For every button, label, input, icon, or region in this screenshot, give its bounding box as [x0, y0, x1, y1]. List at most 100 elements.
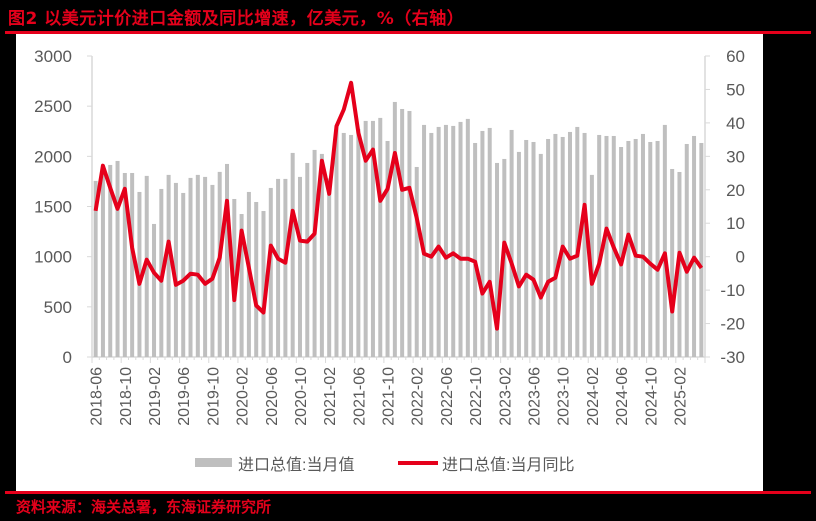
bar [166, 174, 171, 357]
bar [283, 178, 288, 357]
bar [626, 140, 631, 357]
bar [509, 129, 514, 357]
bar [188, 177, 193, 357]
x-tick-label: 2018-06 [89, 367, 106, 426]
left-tick-label: 1500 [34, 198, 72, 217]
bar [655, 140, 660, 357]
bar [93, 180, 98, 357]
bar [217, 171, 222, 357]
bar [108, 164, 113, 357]
figure-title: 图2 以美元计价进口金额及同比增速，亿美元，%（右轴） [8, 9, 465, 29]
bar [567, 131, 572, 357]
x-tick-label: 2019-10 [205, 367, 222, 426]
bar [195, 174, 200, 357]
right-tick-label: -20 [720, 315, 745, 334]
right-tick-label: 40 [726, 114, 745, 133]
bar [327, 178, 332, 357]
bar [276, 178, 281, 357]
bar [495, 162, 500, 357]
left-tick-label: 500 [44, 298, 72, 317]
chart-panel: 0 500 1000 1500 2000 2500 3000 -30 -20 -10 0 10 20 30… [16, 34, 763, 491]
bar [181, 192, 186, 357]
combo-chart: 0 500 1000 1500 2000 2500 3000 -30 -20 -10 0 10 20 30… [34, 47, 745, 474]
x-tick-label: 2020-10 [293, 367, 310, 426]
bar [524, 139, 529, 357]
bar [670, 168, 675, 357]
right-tick-label: 60 [726, 47, 745, 66]
x-tick-label: 2021-10 [381, 367, 398, 426]
bar [604, 135, 609, 357]
right-tick-label: 20 [726, 181, 745, 200]
bar [152, 223, 157, 357]
bar [210, 184, 215, 357]
bar [465, 118, 470, 357]
bar [341, 132, 346, 357]
x-tick-label: 2022-06 [439, 367, 456, 426]
bar [297, 176, 302, 357]
right-tick-label: -10 [720, 281, 745, 300]
bar [305, 162, 310, 357]
bar [400, 108, 405, 357]
x-tick-label: 2018-10 [118, 367, 135, 426]
bar [239, 214, 244, 357]
bar [487, 127, 492, 358]
x-tick-label: 2020-02 [235, 367, 252, 426]
bar [473, 142, 478, 357]
bar [312, 149, 317, 357]
bar [407, 110, 412, 357]
right-tick-label: 10 [726, 214, 745, 233]
bar [130, 172, 135, 357]
bar [619, 147, 624, 357]
bar [692, 135, 697, 357]
x-tick-label: 2024-02 [585, 367, 602, 426]
bar [531, 141, 536, 357]
left-tick-label: 2000 [34, 147, 72, 166]
bar [100, 169, 105, 357]
right-tick-label: -30 [720, 348, 745, 367]
bar [480, 130, 485, 357]
x-tick-label: 2024-10 [643, 367, 660, 426]
legend-line-label: 进口总值:当月同比 [442, 456, 574, 474]
bar [349, 134, 354, 357]
bar [254, 201, 259, 357]
bar [378, 117, 383, 357]
x-tick-label: 2022-02 [410, 367, 427, 426]
x-tick-label: 2019-02 [147, 367, 164, 426]
bar [458, 121, 463, 357]
bar [553, 133, 558, 357]
bar [422, 124, 427, 357]
yoy-line [93, 80, 704, 331]
bar [392, 101, 397, 357]
bar [370, 120, 375, 357]
x-tick-label: 2023-10 [556, 367, 573, 426]
bar [319, 153, 324, 357]
source-divider [5, 491, 811, 494]
x-tick-label: 2025-02 [672, 367, 689, 426]
x-tick-label: 2023-02 [497, 367, 514, 426]
bar [633, 138, 638, 357]
bar [597, 134, 602, 357]
bar [640, 133, 645, 357]
legend-bar-swatch [195, 458, 232, 467]
bar [173, 182, 178, 357]
right-tick-label: 30 [726, 147, 745, 166]
bar [582, 132, 587, 357]
bar [516, 151, 521, 357]
bar [334, 126, 339, 357]
bar [268, 187, 273, 357]
title-divider [5, 31, 811, 34]
bar [443, 124, 448, 357]
bar [385, 140, 390, 357]
bar [436, 126, 441, 357]
left-tick-label: 2500 [34, 97, 72, 116]
bar [115, 160, 120, 357]
bar [203, 176, 208, 357]
x-tick-label: 2022-10 [468, 367, 485, 426]
bar [261, 211, 266, 357]
bar [538, 153, 543, 357]
bar [414, 166, 419, 357]
bar [684, 143, 689, 357]
right-tick-label: 50 [726, 80, 745, 99]
bar [648, 141, 653, 357]
bar [429, 132, 434, 357]
